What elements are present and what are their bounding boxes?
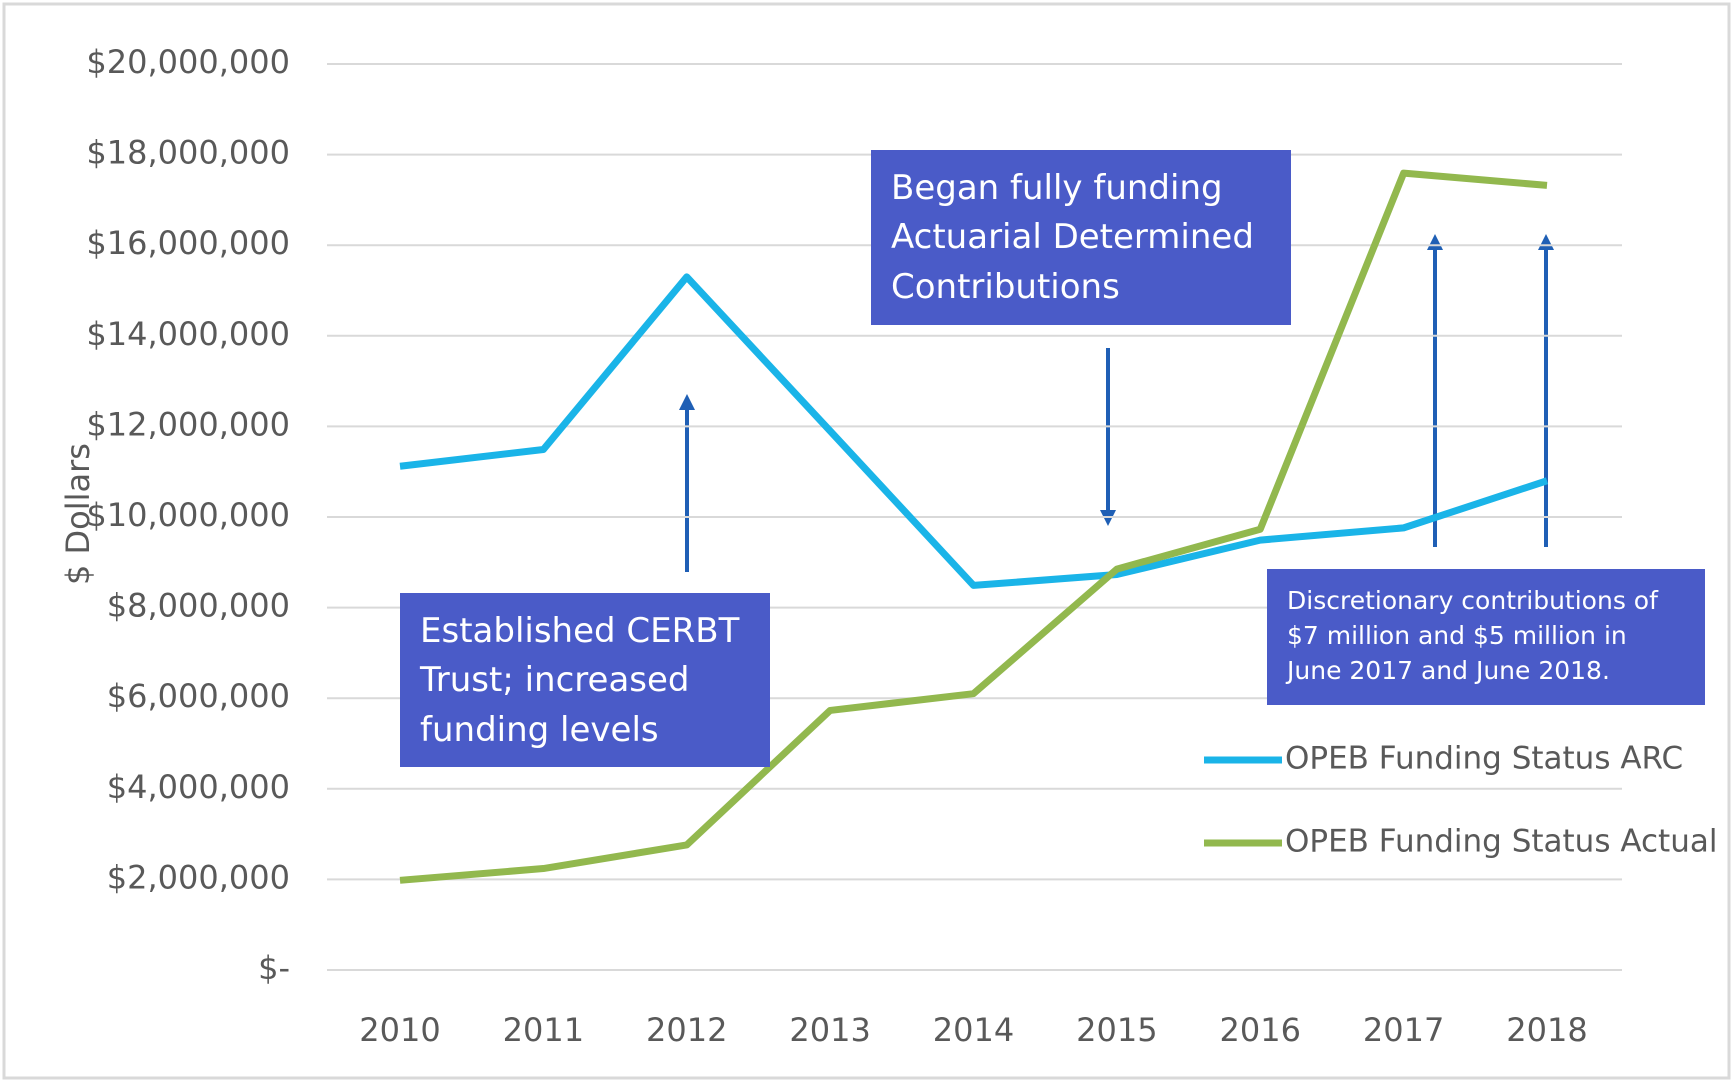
annotation: Discretionary contributions of $7 millio…	[1267, 569, 1705, 705]
x-tick-label: 2013	[789, 1011, 870, 1049]
y-tick-label: $6,000,000	[107, 677, 290, 715]
y-tick-label: $8,000,000	[107, 587, 290, 625]
y-axis-label: $ Dollars	[59, 443, 97, 585]
y-tick-label: $2,000,000	[107, 858, 290, 896]
y-tick-label: $18,000,000	[86, 134, 290, 172]
x-tick-label: 2016	[1220, 1011, 1301, 1049]
annotation: Established CERBT Trust; increased fundi…	[400, 593, 770, 767]
y-tick-label: $12,000,000	[86, 405, 290, 443]
x-tick-label: 2018	[1506, 1011, 1587, 1049]
y-tick-label: $16,000,000	[86, 224, 290, 262]
legend-label: OPEB Funding Status ARC	[1285, 741, 1683, 777]
legend-label: OPEB Funding Status Actual	[1285, 824, 1717, 860]
x-tick-label: 2014	[933, 1011, 1014, 1049]
x-tick-label: 2010	[359, 1011, 440, 1049]
x-tick-label: 2017	[1363, 1011, 1444, 1049]
y-tick-label: $4,000,000	[107, 768, 290, 806]
annotation: Began fully funding Actuarial Determined…	[871, 150, 1291, 325]
series-line	[399, 273, 1549, 589]
y-tick-label: $14,000,000	[86, 315, 290, 353]
x-tick-label: 2015	[1076, 1011, 1157, 1049]
x-tick-label: 2012	[646, 1011, 727, 1049]
series-line	[399, 169, 1548, 884]
y-tick-label: $20,000,000	[86, 43, 290, 81]
y-tick-label: $10,000,000	[86, 496, 290, 534]
x-tick-label: 2011	[503, 1011, 584, 1049]
y-tick-label: $-	[258, 949, 290, 987]
